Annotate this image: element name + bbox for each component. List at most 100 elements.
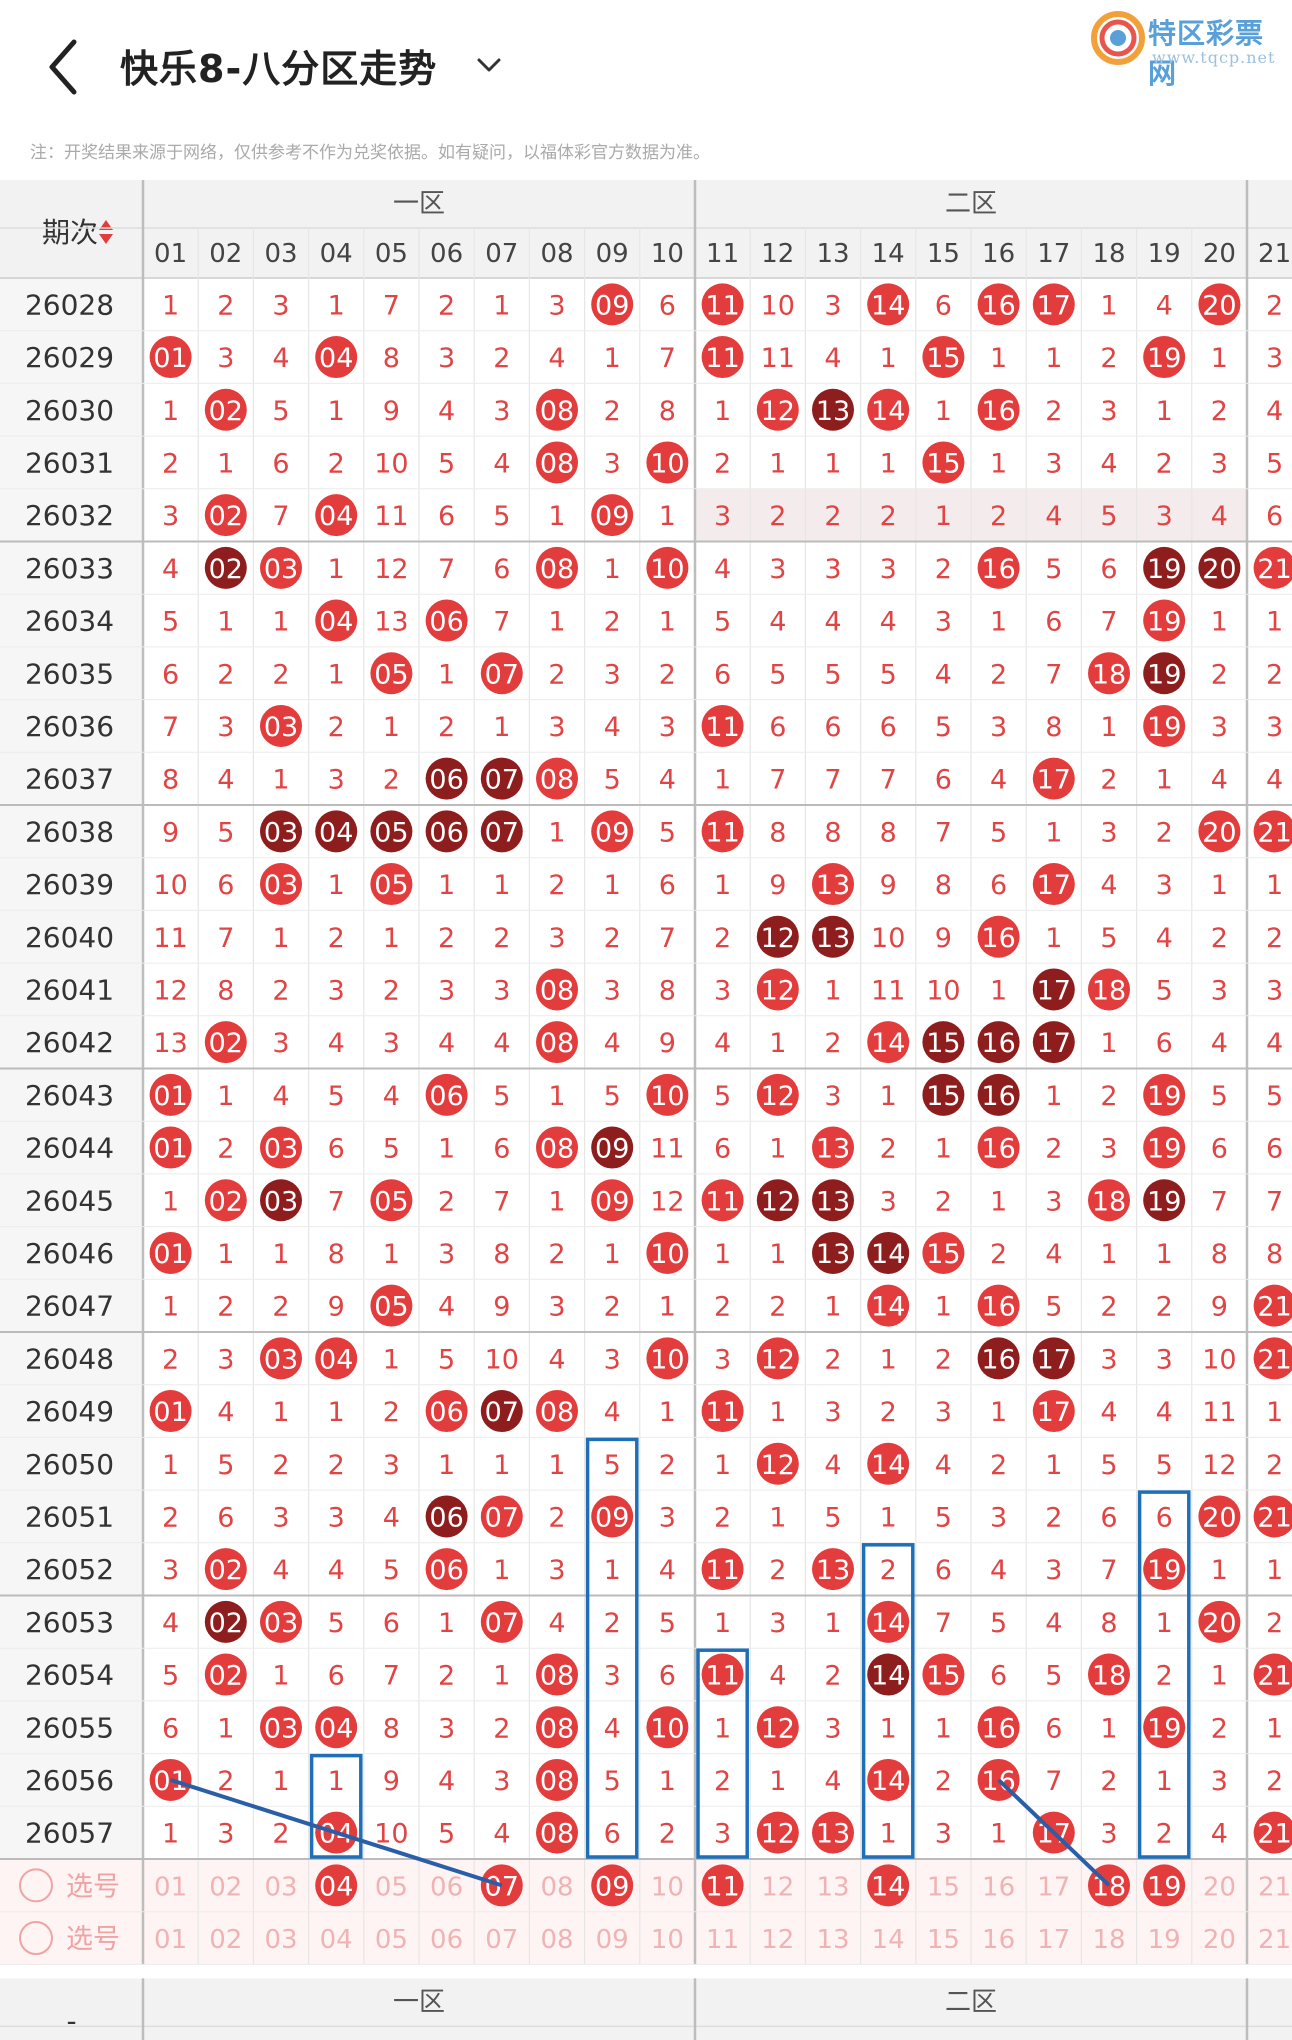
miss-count: 1 <box>880 1502 897 1533</box>
hit-ball <box>260 810 302 853</box>
period-number: 26036 <box>25 710 114 743</box>
miss-count: 1 <box>162 1450 179 1481</box>
hit-ball <box>315 336 358 379</box>
select-number[interactable]: 15 <box>927 1872 960 1902</box>
select-row-label[interactable]: 选号 <box>66 1871 120 1902</box>
select-number[interactable]: 07 <box>485 1925 518 1955</box>
hit-ball <box>591 1179 634 1222</box>
miss-count: 3 <box>824 1713 841 1744</box>
select-number[interactable]: 10 <box>651 1872 684 1902</box>
picked-ball[interactable] <box>867 1864 910 1907</box>
select-number[interactable]: 05 <box>375 1925 408 1955</box>
picked-number[interactable]: 09 <box>595 1871 629 1902</box>
hit-number: 18 <box>1092 1661 1126 1692</box>
miss-count: 3 <box>714 1344 731 1375</box>
picked-number[interactable]: 07 <box>485 1871 519 1902</box>
select-radio-icon[interactable] <box>19 1868 53 1903</box>
select-number[interactable]: 04 <box>320 1925 353 1955</box>
miss-count: 2 <box>1266 1608 1283 1639</box>
picked-number[interactable]: 19 <box>1147 1871 1181 1902</box>
miss-count: 1 <box>1100 712 1117 743</box>
chevron-down-icon[interactable] <box>474 50 504 80</box>
miss-count: 2 <box>935 1344 952 1375</box>
hit-ball <box>480 652 523 695</box>
table-header-bg <box>0 180 1292 278</box>
select-number[interactable]: 02 <box>209 1872 242 1902</box>
miss-count: 2 <box>493 923 510 954</box>
miss-count: 3 <box>714 501 731 532</box>
miss-count: 2 <box>1100 1081 1117 1112</box>
miss-count: 2 <box>824 1344 841 1375</box>
hit-number: 02 <box>209 1028 243 1059</box>
miss-count: 2 <box>1100 765 1117 796</box>
picked-number[interactable]: 11 <box>705 1871 739 1902</box>
select-number[interactable]: 10 <box>651 1925 684 1955</box>
period-number: 26055 <box>25 1711 114 1744</box>
hit-ball <box>756 1706 799 1749</box>
select-number[interactable]: 03 <box>264 1872 297 1902</box>
select-number[interactable]: 06 <box>430 1925 463 1955</box>
select-number[interactable]: 20 <box>1203 1925 1236 1955</box>
select-number[interactable]: 13 <box>816 1872 849 1902</box>
select-number[interactable]: 17 <box>1037 1925 1070 1955</box>
miss-count: 7 <box>659 343 676 374</box>
picked-ball[interactable] <box>701 1864 744 1907</box>
hit-number: 05 <box>374 817 408 848</box>
hit-number: 15 <box>926 448 960 479</box>
select-number[interactable]: 01 <box>154 1872 187 1902</box>
hit-number: 05 <box>374 659 408 690</box>
miss-count: 1 <box>493 1450 510 1481</box>
period-header[interactable]: 期次 <box>42 216 98 249</box>
select-number[interactable]: 01 <box>154 1925 187 1955</box>
select-number[interactable]: 16 <box>982 1872 1015 1902</box>
picked-ball[interactable] <box>315 1864 358 1907</box>
period-number: 26056 <box>25 1764 114 1797</box>
hit-ball <box>591 283 634 326</box>
miss-count: 2 <box>604 607 621 638</box>
select-number[interactable]: 21 <box>1258 1925 1291 1955</box>
select-number[interactable]: 11 <box>706 1925 739 1955</box>
miss-count: 2 <box>1211 1713 1228 1744</box>
page-title[interactable]: 快乐8-八分区走势 <box>120 47 438 91</box>
select-number[interactable]: 20 <box>1203 1872 1236 1902</box>
picked-number[interactable]: 14 <box>871 1871 905 1902</box>
miss-count: 1 <box>1266 1555 1283 1586</box>
select-radio-icon[interactable] <box>19 1921 53 1956</box>
select-number[interactable]: 03 <box>264 1925 297 1955</box>
picked-ball[interactable] <box>1143 1864 1186 1907</box>
select-number[interactable]: 09 <box>596 1925 629 1955</box>
select-number[interactable]: 05 <box>375 1872 408 1902</box>
miss-count: 1 <box>880 343 897 374</box>
hit-ball <box>1032 1390 1075 1433</box>
select-number[interactable]: 12 <box>761 1925 794 1955</box>
select-row-label[interactable]: 选号 <box>66 1924 120 1955</box>
picked-number[interactable]: 04 <box>319 1871 353 1902</box>
hit-ball <box>922 1653 965 1696</box>
select-number[interactable]: 12 <box>761 1872 794 1902</box>
select-number[interactable]: 06 <box>430 1872 463 1902</box>
period-number: 26038 <box>25 815 114 848</box>
select-number[interactable]: 18 <box>1092 1925 1125 1955</box>
miss-count: 3 <box>935 1819 952 1850</box>
hit-ball <box>425 1390 468 1433</box>
select-number[interactable]: 16 <box>982 1925 1015 1955</box>
miss-count: 6 <box>659 290 676 321</box>
hit-ball <box>260 1337 302 1380</box>
hit-number: 05 <box>374 1292 408 1323</box>
back-chevron-icon[interactable] <box>40 36 90 98</box>
select-number[interactable]: 19 <box>1148 1925 1181 1955</box>
select-number[interactable]: 14 <box>872 1925 905 1955</box>
picked-ball[interactable] <box>591 1864 634 1907</box>
hit-number: 16 <box>981 1081 1015 1112</box>
select-number[interactable]: 02 <box>209 1925 242 1955</box>
select-number[interactable]: 08 <box>540 1925 573 1955</box>
miss-count: 1 <box>1100 1239 1117 1270</box>
hit-ball <box>204 1653 247 1696</box>
select-number[interactable]: 21 <box>1258 1872 1291 1902</box>
select-number[interactable]: 13 <box>816 1925 849 1955</box>
select-number[interactable]: 17 <box>1037 1872 1070 1902</box>
select-number[interactable]: 08 <box>540 1872 573 1902</box>
column-number: 20 <box>1203 239 1236 269</box>
hit-number: 17 <box>1037 1397 1071 1428</box>
select-number[interactable]: 15 <box>927 1925 960 1955</box>
